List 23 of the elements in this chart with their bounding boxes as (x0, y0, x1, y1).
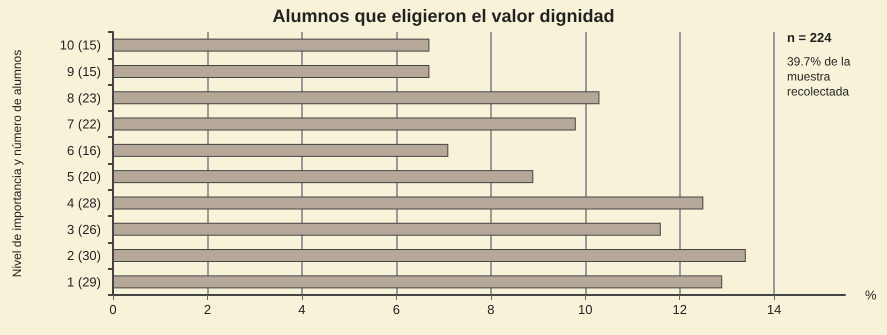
y-tick-label: 3 (26) (67, 222, 101, 237)
y-tick-label: 9 (15) (67, 64, 101, 79)
y-tick-label: 2 (30) (67, 248, 101, 264)
y-tick-label: 6 (16) (67, 142, 101, 158)
x-tick-label: 12 (672, 302, 687, 317)
x-axis-title: % (865, 288, 877, 302)
y-tick-label: 7 (22) (67, 116, 101, 132)
x-tick-label: 6 (392, 302, 400, 317)
x-tick-label: 2 (204, 302, 212, 317)
annotation: n = 224 (787, 30, 832, 45)
y-tick-label: 5 (20) (67, 169, 101, 184)
y-axis-title: Nivel de importancia y número de alumnos (10, 50, 24, 278)
y-tick-label: 8 (23) (67, 90, 101, 106)
chart-title: Alumnos que eligieron el valor dignidad (272, 6, 615, 26)
x-tick-label: 0 (109, 302, 117, 317)
y-tick-label: 10 (15) (60, 38, 101, 53)
annotation: 39.7% de la muestra recolectada (787, 54, 854, 98)
x-tick-label: 10 (578, 302, 592, 317)
x-tick-label: 8 (487, 302, 494, 317)
x-tick-label: 4 (298, 302, 306, 317)
y-tick-label: 4 (28) (67, 195, 101, 210)
y-tick-label: 1 (29) (67, 274, 101, 290)
x-tick-label: 14 (766, 302, 782, 317)
